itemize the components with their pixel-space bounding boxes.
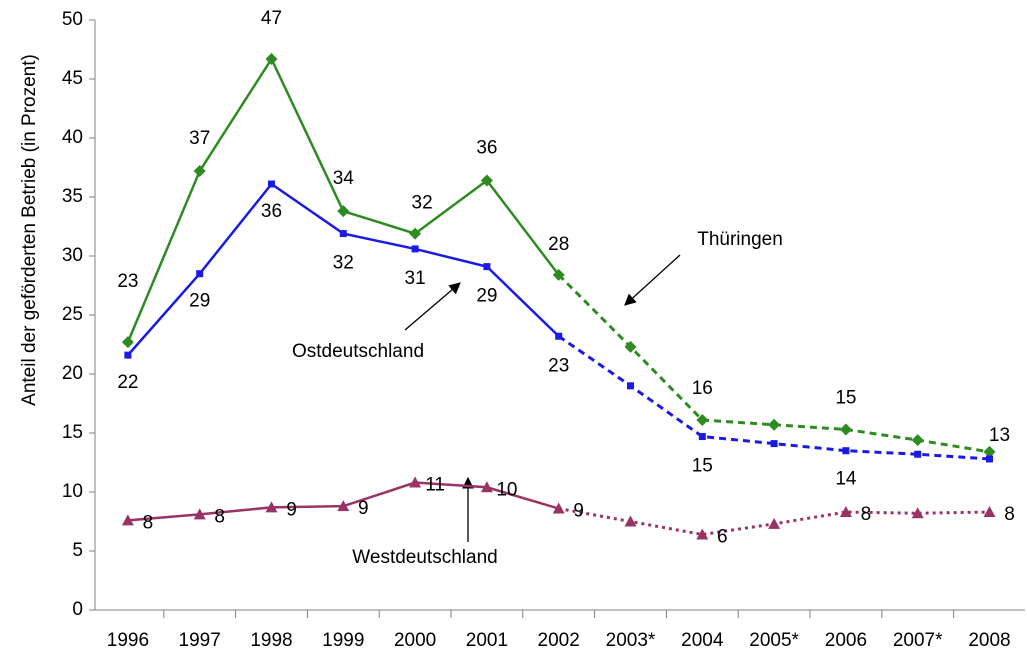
x-tick-label: 2007*	[893, 630, 943, 649]
data-point	[121, 514, 134, 526]
x-tick-label: 2004	[681, 630, 724, 649]
annotation-arrow	[624, 254, 681, 306]
data-label: 13	[989, 425, 1010, 446]
series-annotation: Ostdeutschland	[292, 341, 424, 362]
data-point	[696, 414, 709, 427]
data-label: 8	[143, 512, 154, 533]
data-label: 9	[358, 498, 369, 519]
data-label: 32	[412, 193, 433, 214]
data-label: 29	[476, 286, 497, 307]
data-label: 15	[692, 456, 713, 477]
data-point	[483, 263, 491, 271]
data-point	[555, 332, 563, 340]
data-point	[409, 227, 422, 240]
data-point	[914, 450, 922, 458]
y-tick-label: 0	[72, 599, 83, 620]
y-tick-label: 5	[72, 540, 83, 561]
data-label: 6	[717, 526, 728, 547]
x-tick-label: 2006	[825, 630, 867, 649]
data-point	[696, 528, 709, 540]
x-tick-label: 1999	[322, 630, 364, 649]
data-point	[268, 180, 275, 188]
data-point	[552, 268, 565, 281]
data-label: 22	[117, 372, 138, 393]
data-label: 10	[496, 479, 517, 500]
x-tick-label: 2000	[394, 630, 436, 649]
data-point	[409, 476, 422, 488]
data-point	[627, 382, 634, 390]
y-tick-label: 25	[62, 304, 83, 325]
data-point	[411, 245, 419, 253]
data-point	[770, 440, 778, 448]
y-tick-label: 35	[62, 186, 83, 207]
data-label: 16	[692, 378, 713, 399]
y-tick-label: 10	[62, 481, 83, 502]
data-label: 32	[333, 253, 354, 274]
data-point	[121, 336, 134, 349]
data-point	[265, 501, 278, 513]
x-tick-label: 2001	[466, 630, 508, 649]
data-point	[337, 500, 350, 512]
data-point	[552, 502, 565, 514]
data-label: 36	[261, 201, 282, 222]
x-tick-label: 1997	[179, 630, 221, 649]
data-point	[624, 340, 637, 353]
annotation-arrow	[404, 282, 461, 331]
data-point	[124, 351, 132, 359]
data-point	[839, 506, 852, 518]
data-point	[698, 433, 706, 441]
data-label: 29	[189, 291, 210, 312]
x-tick-label: 1996	[107, 630, 149, 649]
series-annotation: Westdeutschland	[352, 547, 497, 568]
data-point	[265, 52, 278, 65]
data-label: 9	[286, 499, 297, 520]
data-point	[337, 205, 350, 218]
x-tick-label: 2003*	[606, 630, 656, 649]
data-point	[768, 517, 781, 529]
x-tick-label: 2005*	[749, 630, 799, 649]
data-point	[983, 506, 996, 518]
data-label: 8	[1004, 504, 1015, 525]
series-annotation: Thüringen	[697, 229, 783, 250]
data-point	[480, 174, 493, 187]
data-label: 36	[476, 137, 497, 158]
data-label: 9	[573, 501, 584, 522]
data-label: 14	[835, 469, 857, 490]
y-tick-label: 30	[62, 245, 83, 266]
data-point	[768, 418, 781, 431]
data-label: 11	[425, 475, 445, 496]
data-point	[339, 230, 347, 238]
data-label: 28	[548, 234, 569, 255]
data-label: 23	[117, 271, 138, 292]
y-tick-label: 50	[62, 9, 83, 30]
x-tick-label: 2008	[968, 630, 1010, 649]
data-point	[480, 481, 493, 493]
data-label: 8	[214, 506, 225, 527]
x-tick-label: 1998	[250, 630, 292, 649]
data-label: 8	[861, 504, 872, 525]
y-tick-label: 40	[62, 127, 83, 148]
data-point	[986, 455, 993, 463]
x-tick-label: 2002	[538, 630, 580, 649]
y-tick-label: 45	[62, 68, 83, 89]
data-label: 23	[548, 355, 569, 376]
data-label: 47	[261, 8, 282, 29]
data-point	[196, 270, 204, 278]
data-point	[911, 434, 924, 447]
data-point	[842, 447, 850, 455]
data-point	[624, 515, 637, 527]
data-label: 31	[405, 268, 426, 289]
y-tick-label: 20	[62, 363, 83, 384]
data-point	[839, 423, 852, 436]
data-point	[193, 508, 206, 520]
data-label: 34	[333, 168, 355, 189]
data-point	[911, 507, 924, 519]
data-label: 15	[835, 387, 856, 408]
data-point	[983, 445, 996, 458]
y-axis-label: Anteil der geförderten Betrieb (in Proze…	[19, 54, 40, 406]
data-label: 37	[189, 128, 210, 149]
data-point	[193, 165, 206, 178]
y-tick-label: 15	[62, 422, 83, 443]
